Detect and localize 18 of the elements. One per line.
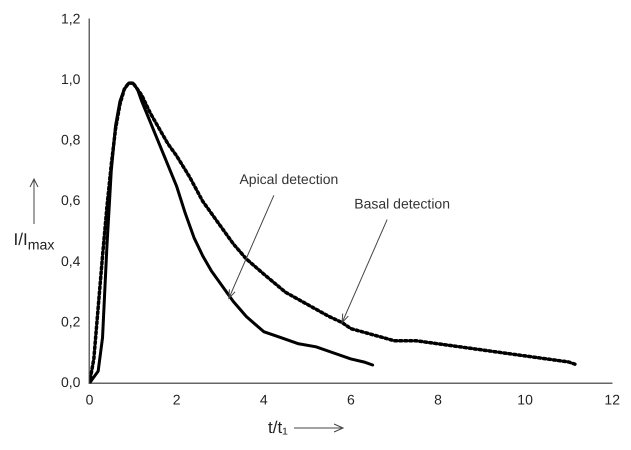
x-tick-label: 4: [260, 391, 268, 408]
x-tick-label: 0: [86, 391, 94, 408]
x-tick-label: 10: [517, 391, 534, 408]
x-tick-label: 6: [346, 391, 355, 408]
y-tick-label: 0,8: [60, 132, 81, 148]
y-tick-label: 1,0: [60, 70, 81, 87]
x-tick-label: 12: [604, 391, 620, 408]
annotation: Apical detection: [239, 171, 338, 188]
y-tick-label: 0,0: [60, 374, 81, 390]
y-tick-label: 0,4: [60, 252, 81, 269]
y-tick-label: 0,2: [60, 313, 81, 330]
y-tick-label: 0,6: [60, 192, 81, 208]
y-tick-label: 1,2: [60, 10, 81, 26]
x-tick-label: 8: [434, 391, 442, 408]
x-tick-label: 2: [172, 391, 181, 408]
annotation: Basal detection: [354, 195, 450, 212]
y-axis-title: I/I$_{max}$: [14, 230, 54, 254]
x-axis-title: t/t₁: [268, 418, 288, 438]
